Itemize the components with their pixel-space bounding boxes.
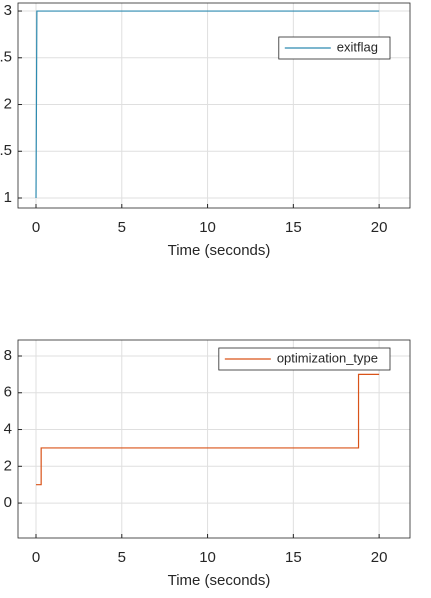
y-tick-label: .5 xyxy=(0,49,12,66)
axes-background xyxy=(18,340,410,538)
x-tick-label: 0 xyxy=(32,549,40,566)
x-tick-label: 20 xyxy=(371,219,388,236)
y-tick-label: 6 xyxy=(4,384,12,401)
axes-box xyxy=(17,339,411,539)
y-tick-label: 1 xyxy=(4,189,12,206)
y-tick-label: 8 xyxy=(4,347,12,364)
axes-background xyxy=(18,3,410,208)
x-tick-label: 10 xyxy=(199,219,216,236)
legend-label: optimization_type xyxy=(277,350,378,365)
y-tick-label: 3 xyxy=(4,2,12,19)
legend-box xyxy=(218,347,391,371)
axes-box xyxy=(17,2,411,209)
x-tick-label: 20 xyxy=(371,549,388,566)
legend-box xyxy=(278,36,391,60)
line-series xyxy=(35,10,380,199)
x-tick-label: 0 xyxy=(32,219,40,236)
y-tick-label: 2 xyxy=(4,457,12,474)
x-tick-label: 15 xyxy=(285,549,302,566)
x-axis-label: Time (seconds) xyxy=(168,242,271,259)
y-tick-label: 4 xyxy=(4,421,12,438)
x-tick-label: 5 xyxy=(118,549,126,566)
line-series xyxy=(36,373,380,486)
x-tick-label: 5 xyxy=(118,219,126,236)
y-tick-label: .5 xyxy=(0,142,12,159)
x-axis-label: Time (seconds) xyxy=(168,572,271,589)
legend-label: exitflag xyxy=(337,39,378,54)
y-tick-label: 0 xyxy=(4,494,12,511)
x-tick-label: 10 xyxy=(199,549,216,566)
y-tick-label: 2 xyxy=(4,95,12,112)
x-tick-label: 15 xyxy=(285,219,302,236)
